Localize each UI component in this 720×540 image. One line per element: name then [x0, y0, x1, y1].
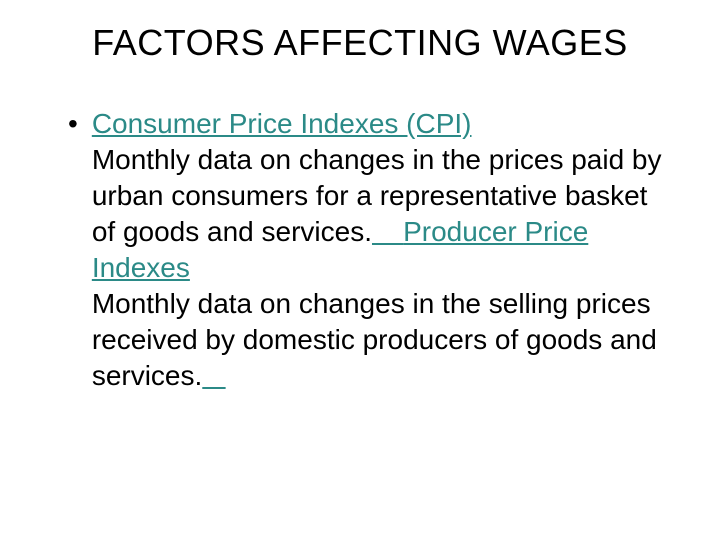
cpi-link[interactable]: Consumer Price Indexes (CPI) — [92, 108, 472, 139]
slide-title: FACTORS AFFECTING WAGES — [58, 22, 662, 64]
trailing-spacer — [202, 360, 225, 391]
bullet-item: • Consumer Price Indexes (CPI) Monthly d… — [58, 106, 662, 394]
ppi-description: Monthly data on changes in the selling p… — [92, 288, 657, 391]
bullet-content: Consumer Price Indexes (CPI) Monthly dat… — [92, 106, 662, 394]
bullet-marker: • — [68, 106, 78, 142]
link-spacer — [372, 216, 403, 247]
